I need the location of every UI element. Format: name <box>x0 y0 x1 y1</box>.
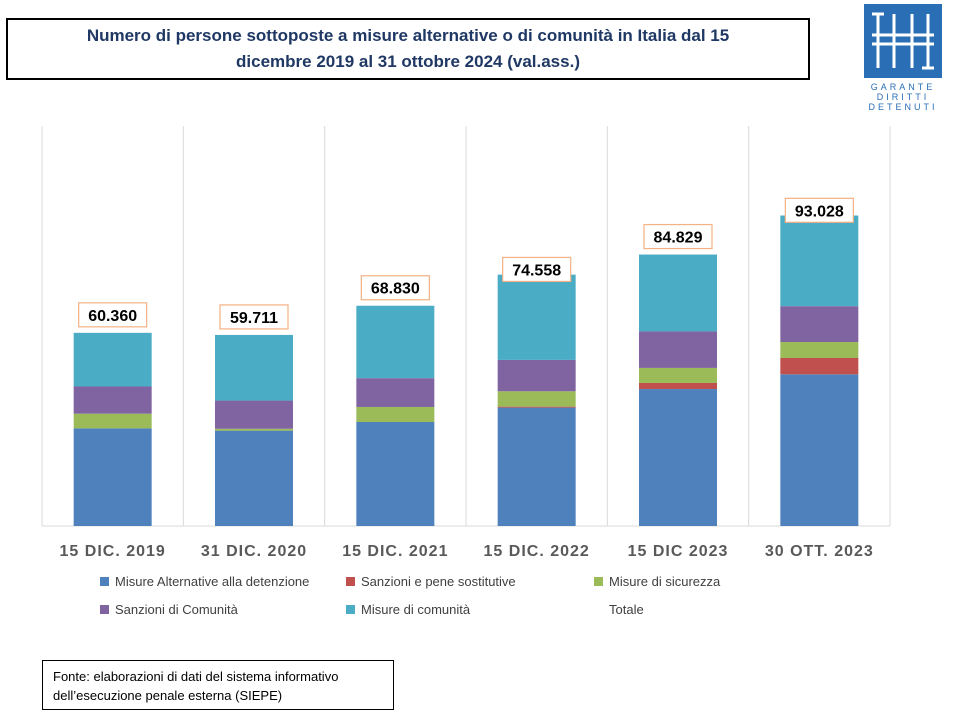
bar-segment <box>356 305 435 379</box>
logo-text-line-1: GARANTE <box>870 82 936 92</box>
logo-text-line-2: DIRITTI <box>876 92 930 102</box>
bar-segment <box>780 374 859 526</box>
total-label-box <box>360 275 430 301</box>
total-label: 60.360 <box>88 308 137 325</box>
legend-label: Totale <box>609 602 644 617</box>
bar-segment <box>639 367 717 383</box>
bar-segment <box>639 382 717 390</box>
total-label: 59.711 <box>230 310 278 327</box>
legend-label: Misure di sicurezza <box>609 574 721 589</box>
legend-swatch <box>346 577 355 586</box>
logo-text-line-3: DETENUTI <box>868 102 938 112</box>
stacked-bar-chart: 60.360 15 DIC. 2019 59.711 31 DIC. 2020 68.8… <box>41 126 891 560</box>
bar-segment <box>356 378 435 407</box>
total-label-box <box>643 223 713 250</box>
bar-segment <box>780 358 859 375</box>
bar-segment <box>780 342 859 358</box>
bar-segment <box>73 413 152 429</box>
x-tick-label: 30 OTT. 2023 <box>765 543 874 560</box>
bar-segment <box>639 389 717 526</box>
legend-label: Sanzioni di Comunità <box>115 602 238 617</box>
total-label-box <box>78 302 148 328</box>
total-label: 68.830 <box>371 281 420 298</box>
bar-segment <box>780 215 859 307</box>
x-tick-label: 15 DIC. 2022 <box>484 543 590 560</box>
x-tick-label: 15 DIC. 2019 <box>60 543 166 560</box>
total-label-box <box>219 304 289 330</box>
bar-segment <box>639 331 717 368</box>
total-label-box <box>784 197 854 223</box>
bar-segment <box>73 386 152 414</box>
legend-swatch <box>594 577 603 586</box>
garante-logo: GARANTE DIRITTI DETENUTI <box>864 4 942 112</box>
total-label-box <box>502 256 572 283</box>
total-label: 74.558 <box>512 262 561 279</box>
bar-segment <box>497 274 576 360</box>
legend-swatch <box>100 577 109 586</box>
chart-title-box: Numero di persone sottoposte a misure al… <box>6 18 810 80</box>
bar-segment <box>497 391 576 407</box>
bar-segment <box>497 406 576 408</box>
bar-segment <box>215 400 293 429</box>
x-tick-label: 31 DIC. 2020 <box>201 543 307 560</box>
bar-segment <box>356 406 435 422</box>
legend-swatch <box>594 605 603 614</box>
bar-segment <box>497 359 576 392</box>
legend-item-sanzioni-comunita: Sanzioni di Comunità <box>100 602 238 617</box>
garante-logo-mark <box>864 4 942 78</box>
chart-title: Numero di persone sottoposte a misure al… <box>86 26 730 71</box>
legend-label: Misure Alternative alla detenzione <box>115 574 310 589</box>
bar-segment <box>215 430 293 526</box>
legend-label: Sanzioni e pene sostitutive <box>361 574 516 589</box>
total-label: 93.028 <box>795 203 844 220</box>
x-tick-label: 15 DIC. 2021 <box>342 543 448 560</box>
legend-item-totale: Totale <box>594 602 644 617</box>
source-note: Fonte: elaborazioni di dati del sistema … <box>42 660 394 710</box>
x-tick-label: 15 DIC 2023 <box>628 543 729 560</box>
total-label: 84.829 <box>654 230 703 247</box>
bar-segment <box>497 407 576 526</box>
bar-segment <box>73 428 152 526</box>
legend-swatch <box>100 605 109 614</box>
legend-swatch <box>346 605 355 614</box>
legend-label: Misure di comunità <box>361 602 471 617</box>
legend-item-misure-alternative: Misure Alternative alla detenzione <box>100 574 309 589</box>
bar-segment <box>73 332 152 387</box>
bar-segment <box>639 254 717 332</box>
legend-item-misure-comunita: Misure di comunità <box>346 602 470 617</box>
legend-item-misure-sicurezza: Misure di sicurezza <box>594 574 720 589</box>
bar-segment <box>780 306 859 342</box>
bar-segment <box>215 428 293 431</box>
bar-segment <box>356 422 435 526</box>
legend-item-sanzioni-pene-sostitutive: Sanzioni e pene sostitutive <box>346 574 516 589</box>
bar-segment <box>215 334 293 401</box>
